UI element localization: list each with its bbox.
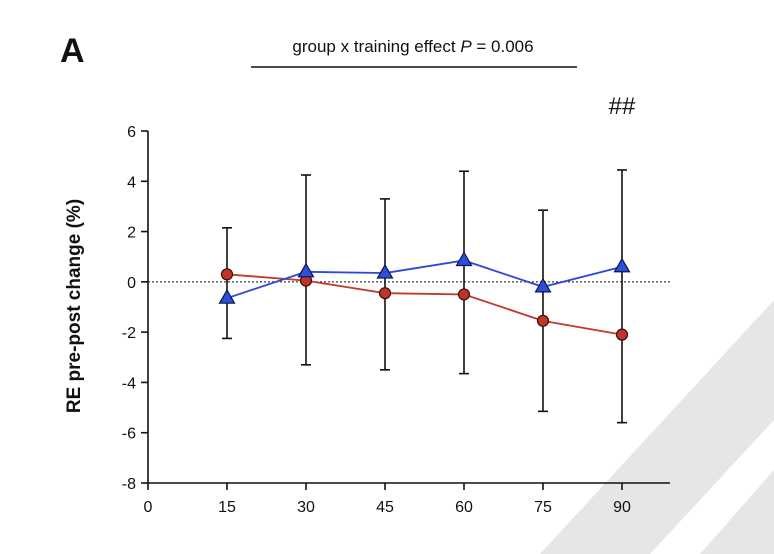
x-tick-label: 90 xyxy=(613,499,631,516)
x-tick-label: 60 xyxy=(455,499,473,516)
panel-label: A xyxy=(60,32,85,70)
series-line-blue xyxy=(226,259,623,300)
x-tick-label: 0 xyxy=(144,499,153,516)
y-tick-label: -2 xyxy=(122,325,136,342)
y-tick-label: 0 xyxy=(127,275,136,292)
watermark-band xyxy=(540,300,774,554)
y-tick-label: 2 xyxy=(127,225,136,242)
watermark xyxy=(540,300,774,554)
annotation-p: P xyxy=(460,37,472,56)
data-point-red xyxy=(378,287,392,300)
plot-area: 6 4 2 0 -2 -4 -6 -8 0 15 30 45 60 75 90 xyxy=(122,124,670,516)
y-tick-label: 4 xyxy=(127,174,136,191)
data-point-red xyxy=(220,268,234,281)
data-point-blue xyxy=(455,251,473,267)
data-point-red xyxy=(536,314,550,327)
y-tick-label: 6 xyxy=(127,124,136,141)
x-tick-label: 45 xyxy=(376,499,394,516)
significance-marker: ## xyxy=(609,93,636,120)
annotation-text: group x training effect P = 0.006 xyxy=(292,37,533,56)
annotation-prefix: group x training effect xyxy=(292,37,460,56)
x-tick-label: 15 xyxy=(218,499,236,516)
watermark-band xyxy=(700,470,774,554)
y-tick-label: -4 xyxy=(122,375,136,392)
series-line-red xyxy=(226,273,623,336)
data-point-blue xyxy=(376,263,394,279)
data-point-blue xyxy=(613,257,631,273)
data-point-blue xyxy=(218,288,236,304)
x-tick-label: 75 xyxy=(534,499,552,516)
y-tick-label: -8 xyxy=(122,476,136,493)
y-tick-label: -6 xyxy=(122,426,136,443)
data-point-red xyxy=(615,328,629,341)
data-point-blue xyxy=(297,262,315,278)
data-point-blue xyxy=(534,277,552,293)
data-point-red xyxy=(457,288,471,301)
annotation-suffix: = 0.006 xyxy=(472,37,534,56)
x-tick-label: 30 xyxy=(297,499,315,516)
y-axis-label: RE pre-post change (%) xyxy=(64,199,85,413)
